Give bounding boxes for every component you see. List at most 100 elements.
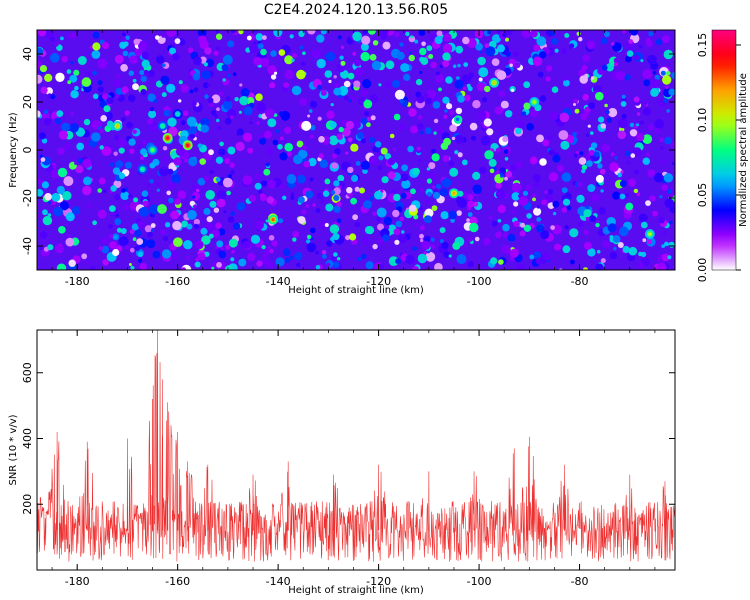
spectrogram-cell [652, 210, 658, 217]
spectrogram-cell [218, 148, 226, 156]
spectrogram-cell [296, 262, 301, 267]
spectrogram-cell [186, 116, 197, 127]
spectrogram-cell [407, 145, 414, 153]
spectrogram-cell [475, 42, 483, 51]
spectrogram-cell [171, 43, 175, 47]
spectrogram-cell [257, 133, 264, 139]
spectrogram-cell [132, 129, 137, 135]
spectrogram-cell [246, 35, 252, 41]
spectrogram-cell [614, 156, 618, 160]
spectrogram-cell [533, 44, 541, 52]
spectrogram-cell [206, 83, 211, 87]
spectrogram-cell [183, 240, 193, 250]
spectrogram-cell [477, 110, 487, 120]
colorbar-tick-label: 0.05 [696, 183, 709, 208]
spectrogram-cell [227, 146, 236, 155]
spectrogram-cell [562, 198, 571, 206]
spectrogram-cell [343, 95, 349, 101]
spectrogram-cell [361, 236, 370, 245]
spectrogram-cell [134, 48, 143, 57]
spectrogram-cell [580, 113, 588, 120]
spectrogram-cell [267, 179, 276, 189]
spectrogram-cell [457, 198, 468, 208]
y-tick-label: -40 [21, 237, 34, 255]
spectrogram-cell [78, 158, 83, 164]
spectrogram-cell [434, 262, 443, 270]
spectrogram-cell [374, 190, 383, 200]
spectrogram-cell [180, 84, 189, 93]
spectrogram-cell [113, 79, 121, 87]
spectrogram-cell [581, 164, 588, 170]
spectrogram-cell [153, 99, 158, 104]
spectrogram-cell [114, 194, 121, 201]
colorbar: 0.00 0.05 0.10 0.15 Normalized spectral amp… [696, 29, 749, 283]
spectrogram-cell [420, 130, 424, 135]
spectrogram-cell [552, 200, 560, 208]
spectrogram-cell [229, 162, 235, 168]
spectrogram-cell [350, 143, 359, 152]
spectrogram-cell [560, 140, 570, 150]
spectrogram-cell [163, 236, 169, 242]
spectrogram-cell [337, 35, 342, 40]
spectrogram-cell [401, 230, 405, 234]
spectrogram-cell [223, 210, 227, 214]
spectrogram-cell [664, 136, 672, 145]
spectrogram-cell [62, 191, 72, 201]
spectrogram-cell [418, 158, 421, 162]
spectrogram-cell [534, 181, 540, 188]
colorbar-tick-label: 0.00 [696, 258, 709, 283]
spectrogram-cell [347, 166, 354, 174]
spectrogram-cell [340, 45, 345, 49]
spectrogram-cell [162, 63, 166, 68]
spectrogram-cell [598, 116, 605, 123]
spectrogram-cell [617, 130, 627, 140]
spectrogram-cell [638, 262, 645, 269]
spectrogram-cell [455, 107, 463, 115]
spectrogram-cell [360, 138, 366, 144]
spectrogram-cell [279, 136, 284, 141]
spectrogram-cell [98, 246, 103, 251]
spectrogram-cell [414, 39, 419, 44]
spectrogram-cell [583, 84, 590, 90]
spectrogram-cell [291, 58, 295, 62]
spectrogram-cell [336, 133, 343, 140]
spectrogram-cell [523, 81, 531, 89]
spectrogram-cell [166, 83, 176, 93]
x-tick-label: -120 [366, 575, 391, 588]
spectrogram-cell [529, 108, 539, 118]
spectrogram-cell [642, 69, 653, 79]
spectrogram-cell [600, 189, 604, 193]
spectrogram-cell [596, 249, 601, 254]
spectrogram-cell [42, 215, 53, 226]
spectrogram-cell [44, 73, 53, 82]
spectrogram-hotspot [492, 81, 496, 85]
spectrogram-cell [149, 179, 154, 184]
spectrogram-cell [425, 251, 436, 262]
spectrogram-cell [515, 127, 522, 135]
spectrogram-cell [201, 235, 211, 245]
spectrogram-cell [424, 208, 434, 218]
spectrogram-cell [39, 231, 48, 239]
spectrogram-cell [339, 55, 344, 60]
spectrogram-cell [266, 147, 274, 155]
spectrogram-cell [122, 204, 129, 211]
spectrogram-cell [582, 267, 589, 270]
spectrogram-cell [114, 54, 124, 64]
spectrogram-cell [513, 201, 519, 207]
spectrogram-cell [604, 103, 608, 108]
spectrogram-cell [448, 160, 455, 167]
spectrogram-cell [431, 148, 437, 155]
spectrogram-cell [575, 151, 579, 155]
spectrogram-cell [69, 74, 78, 83]
spectrogram-cell [432, 191, 441, 199]
spectrogram-cell [152, 250, 161, 259]
figure-title: C2E4.2024.120.13.56.R05 [264, 2, 448, 18]
spectrogram-cell [434, 188, 439, 193]
spectrogram-cell [618, 118, 629, 129]
spectrogram-cell [321, 253, 327, 259]
spectrogram-cell [514, 62, 521, 69]
spectrogram-cell [97, 188, 102, 193]
spectrogram-cell [228, 174, 232, 178]
spectrogram-cell [347, 72, 355, 80]
spectrogram-cell [122, 32, 126, 37]
